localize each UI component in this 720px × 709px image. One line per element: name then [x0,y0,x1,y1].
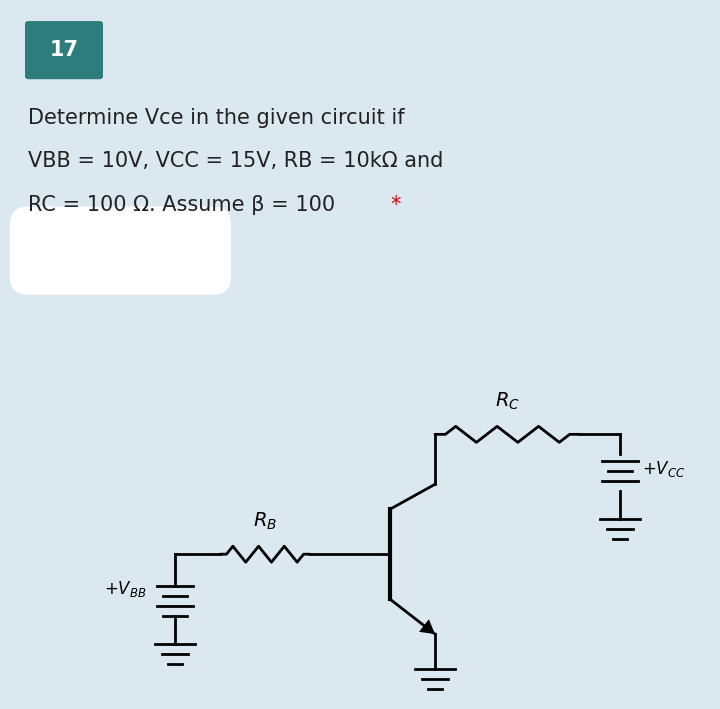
Text: 17: 17 [50,40,78,60]
Text: $+V_{CC}$: $+V_{CC}$ [642,459,685,479]
FancyBboxPatch shape [25,21,103,79]
Text: RC = 100 Ω. Assume β = 100: RC = 100 Ω. Assume β = 100 [28,194,348,215]
Polygon shape [419,619,435,634]
Text: $R_C$: $R_C$ [495,391,520,413]
Text: $+V_{BB}$: $+V_{BB}$ [104,579,147,599]
FancyBboxPatch shape [10,206,231,295]
Text: *: * [390,194,400,215]
Text: $R_B$: $R_B$ [253,511,277,532]
Text: VBB = 10V, VCC = 15V, RB = 10kΩ and: VBB = 10V, VCC = 15V, RB = 10kΩ and [28,152,444,172]
Text: Determine Vce in the given circuit if: Determine Vce in the given circuit if [28,108,405,128]
